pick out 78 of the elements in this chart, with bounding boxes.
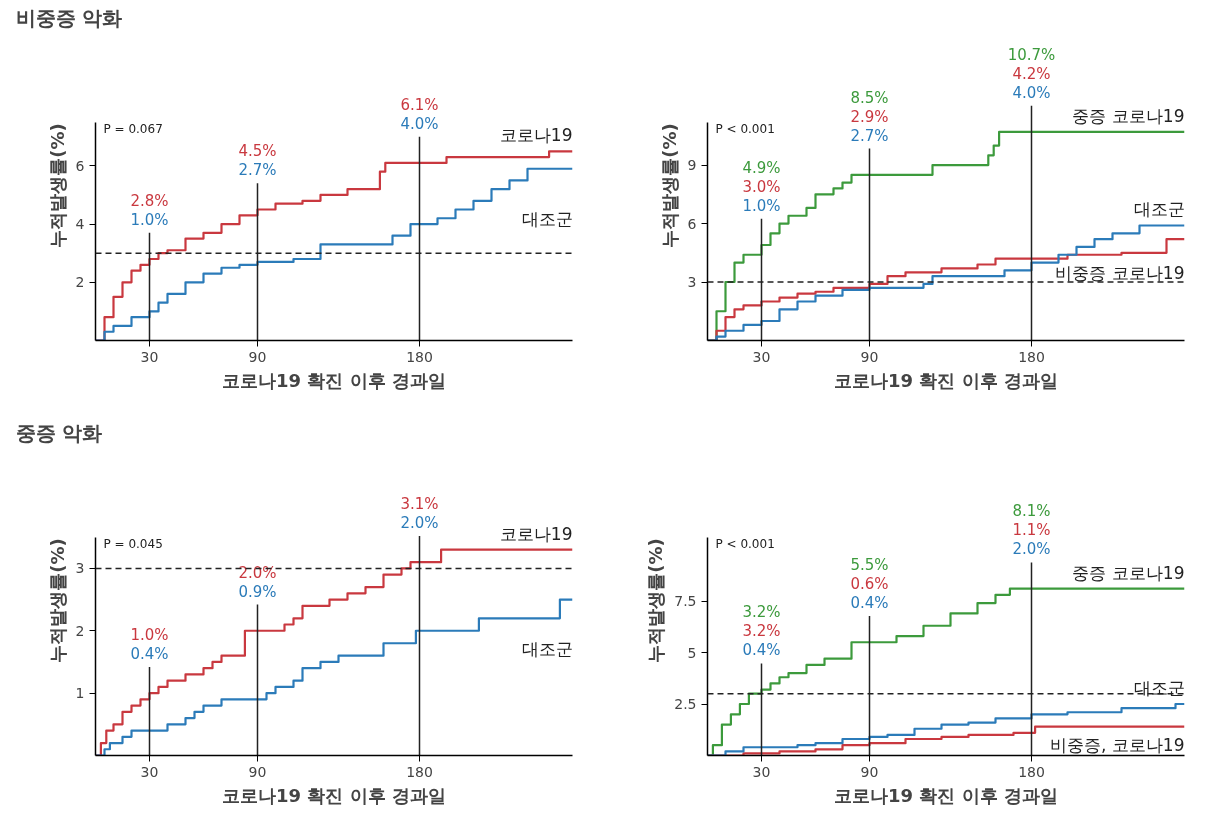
y-tick-label: 9 bbox=[687, 157, 697, 174]
text: 10.7% bbox=[1007, 45, 1056, 64]
x-axis-title: 코로나19 확진 이후 경과일 bbox=[222, 369, 446, 391]
x-axis-title: 코로나19 확진 이후 경과일 bbox=[834, 784, 1058, 806]
text: 3.1% bbox=[400, 494, 439, 513]
y-tick-label: 3 bbox=[687, 274, 697, 291]
chart-title: 중증 악화 bbox=[15, 420, 103, 445]
y-tick-label: 6 bbox=[75, 157, 85, 174]
y-tick-label: 3 bbox=[75, 560, 85, 577]
x-tick-label: 30 bbox=[140, 348, 159, 365]
annotation: 1.0% bbox=[130, 625, 169, 644]
annotation: 2.7% bbox=[850, 126, 889, 145]
series-label: 대조군 bbox=[521, 638, 573, 659]
annotation: 2.8% bbox=[130, 191, 169, 210]
text: 2.0% bbox=[400, 513, 439, 532]
y-tick-label: 7.5 bbox=[674, 593, 697, 610]
chart-title: 비중증 악화 bbox=[15, 5, 123, 30]
series-label: 코로나19 bbox=[499, 523, 573, 544]
series-label: 비중증, 코로나19 bbox=[1050, 734, 1185, 755]
annotation: 1.0% bbox=[742, 196, 781, 215]
x-tick-label: 30 bbox=[752, 763, 771, 780]
y-tick-label: 2.5 bbox=[674, 696, 697, 713]
text: 8.5% bbox=[850, 88, 889, 107]
x-tick-label: 90 bbox=[248, 348, 267, 365]
y-axis-title: 누적발생률(%) bbox=[46, 538, 68, 663]
x-tick-label: 180 bbox=[1018, 348, 1045, 365]
annotation: 0.4% bbox=[130, 644, 169, 663]
annotation: 0.9% bbox=[238, 582, 277, 601]
annotation: 5.5% bbox=[850, 556, 889, 575]
y-tick-label: 5 bbox=[687, 644, 697, 661]
y-tick-label: 2 bbox=[75, 274, 85, 291]
annotation: 1.0% bbox=[130, 210, 169, 229]
y-tick-label: 1 bbox=[75, 685, 85, 702]
x-tick-label: 180 bbox=[406, 348, 433, 365]
y-tick-label: 6 bbox=[687, 215, 697, 232]
text: 4.0% bbox=[1012, 83, 1051, 102]
x-tick-label: 30 bbox=[752, 348, 771, 365]
x-tick-label: 90 bbox=[248, 763, 267, 780]
x-axis-title: 코로나19 확진 이후 경과일 bbox=[834, 369, 1058, 391]
series-label: 중증 코로나19 bbox=[1072, 562, 1185, 583]
series-label: 대조군 bbox=[1133, 199, 1185, 220]
text: 6.1% bbox=[400, 95, 439, 114]
x-tick-label: 180 bbox=[406, 763, 433, 780]
y-axis-title: 누적발생률(%) bbox=[645, 538, 667, 663]
annotation: P < 0.001 bbox=[715, 537, 775, 552]
x-axis-title: 코로나19 확진 이후 경과일 bbox=[222, 784, 446, 806]
annotation: 0.6% bbox=[850, 575, 889, 594]
annotation: 2.0% bbox=[1012, 540, 1051, 559]
annotation: 2.7% bbox=[238, 161, 277, 180]
annotation: 4.5% bbox=[238, 142, 277, 161]
text: 4.2% bbox=[1012, 64, 1051, 83]
y-axis-title: 누적발생률(%) bbox=[658, 123, 680, 248]
annotation: 3.2% bbox=[742, 622, 781, 641]
annotation: 2.9% bbox=[850, 107, 889, 126]
series-label: 대조군 bbox=[1133, 678, 1185, 699]
annotation: P = 0.045 bbox=[103, 537, 163, 552]
series-label: 중증 코로나19 bbox=[1072, 105, 1185, 126]
annotation: 2.0% bbox=[238, 563, 277, 582]
series-label: 비중증 코로나19 bbox=[1055, 262, 1185, 283]
annotation: 0.4% bbox=[742, 641, 781, 660]
series-label: 대조군 bbox=[521, 208, 573, 229]
x-tick-label: 90 bbox=[860, 763, 879, 780]
annotation: P < 0.001 bbox=[715, 122, 775, 137]
x-tick-label: 90 bbox=[860, 348, 879, 365]
text: 8.1% bbox=[1012, 502, 1051, 521]
y-tick-label: 4 bbox=[75, 216, 85, 233]
x-tick-label: 180 bbox=[1018, 763, 1045, 780]
series-label: 코로나19 bbox=[499, 125, 573, 146]
annotation: 4.0% bbox=[400, 114, 439, 133]
annotation: 1.1% bbox=[1012, 521, 1051, 540]
annotation: 3.2% bbox=[742, 603, 781, 622]
x-tick-label: 30 bbox=[140, 763, 159, 780]
annotation: 0.4% bbox=[850, 594, 889, 613]
y-tick-label: 2 bbox=[75, 622, 85, 639]
annotation: 4.9% bbox=[742, 158, 781, 177]
y-axis-title: 누적발생률(%) bbox=[46, 123, 68, 248]
annotation: P = 0.067 bbox=[103, 122, 163, 137]
annotation: 3.0% bbox=[742, 177, 781, 196]
